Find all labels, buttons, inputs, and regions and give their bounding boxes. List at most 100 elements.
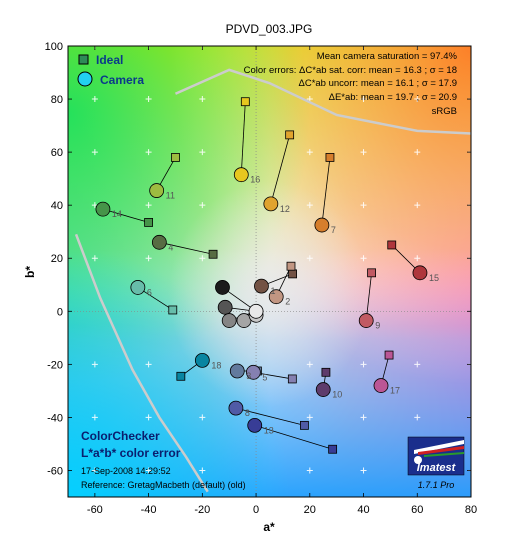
camera-marker-1 — [254, 278, 269, 294]
camera-marker-5 — [245, 364, 261, 380]
ideal-marker-6 — [168, 305, 178, 315]
x-axis-label: a* — [263, 520, 275, 534]
ideal-marker-16 — [240, 97, 250, 107]
error-line-8 — [235, 407, 305, 426]
grid-plus — [91, 255, 98, 262]
grid-plus — [360, 96, 367, 103]
logo-circle-icon — [414, 456, 422, 464]
info-line-delta-e: ΔE*ab: mean = 19.7 ; σ = 20.9 — [329, 92, 457, 103]
imatest-logo: Imatest 1.7.1 Pro — [407, 436, 465, 490]
grid-plus — [91, 414, 98, 421]
grid-plus — [199, 467, 206, 474]
gamut-boundary — [74, 68, 471, 493]
ideal-marker-7 — [325, 153, 335, 162]
camera-marker-neutral-23 — [248, 303, 264, 319]
grid-plus — [414, 149, 421, 156]
gamut-boundary-lower — [74, 233, 209, 493]
ideal-marker-14 — [144, 218, 154, 227]
camera-marker-14 — [95, 201, 111, 217]
grid-plus — [414, 96, 421, 103]
y-tick-label: 100 — [45, 41, 63, 53]
ideal-marker-10 — [321, 367, 331, 377]
grid-plus — [360, 149, 367, 156]
grid-plus — [145, 361, 152, 368]
y-tick-label: -60 — [47, 465, 63, 477]
colorchecker-title: ColorChecker — [81, 429, 160, 443]
camera-markers — [95, 167, 428, 433]
error-line-9 — [365, 272, 372, 321]
grid-plus — [145, 414, 152, 421]
patch-label-16: 16 — [250, 175, 260, 185]
x-tick-label: 20 — [304, 504, 316, 516]
grid-plus — [414, 255, 421, 262]
colorchecker-subtitle: L*a*b* color error — [81, 446, 181, 460]
camera-marker-8 — [228, 400, 244, 416]
patch-label-12: 12 — [280, 204, 290, 214]
logo-version: 1.7.1 Pro — [418, 480, 455, 490]
camera-marker-4 — [151, 234, 167, 250]
patch-label-9: 9 — [375, 321, 380, 331]
camera-marker-18 — [194, 352, 210, 368]
ideal-marker-2 — [286, 261, 296, 271]
grid-plus — [360, 202, 367, 209]
x-tick-label: -20 — [194, 504, 210, 516]
patch-label-5: 5 — [262, 372, 267, 382]
camera-marker-12 — [263, 196, 279, 212]
reference-note: Reference: GretagMacbeth (default) (old) — [81, 480, 246, 490]
grid-plus — [306, 414, 313, 421]
y-tick-label: -40 — [47, 412, 63, 424]
y-tick-label: -20 — [47, 359, 63, 371]
patch-label-13: 13 — [264, 425, 274, 435]
grid-plus — [145, 202, 152, 209]
grid-plus — [91, 467, 98, 474]
camera-marker-3 — [229, 363, 245, 379]
error-line-13 — [254, 424, 333, 450]
patch-label-1: 1 — [270, 286, 275, 296]
camera-marker-9 — [358, 313, 374, 328]
grid-plus — [199, 202, 206, 209]
x-tick-label: 60 — [411, 504, 423, 516]
legend: Ideal Camera — [77, 53, 144, 87]
grid-plus — [306, 255, 313, 262]
patch-label-3: 3 — [246, 371, 251, 381]
colorchecker-caption: ColorChecker L*a*b* color error 17-Sep-2… — [81, 429, 246, 490]
grid-plus — [199, 414, 206, 421]
ideal-marker-1 — [288, 269, 298, 279]
legend-ideal-marker — [78, 54, 89, 65]
grid-plus — [199, 96, 206, 103]
x-axis-ticks: -60 -40 -20 0 20 40 60 80 — [87, 46, 477, 516]
camera-marker-2 — [268, 289, 284, 305]
ideal-marker-15 — [387, 240, 397, 250]
grid-plus — [306, 149, 313, 156]
grid-plus — [91, 361, 98, 368]
info-line-sat-corr: Color errors: ΔC*ab sat. corr: mean = 16… — [244, 65, 457, 76]
grid-plus — [414, 361, 421, 368]
grid-plus — [145, 149, 152, 156]
camera-marker-neutral-18 — [215, 280, 230, 295]
error-line-16 — [240, 101, 246, 175]
y-tick-label: 0 — [57, 306, 63, 318]
grid-plus — [306, 361, 313, 368]
y-axis-label: b* — [23, 266, 37, 278]
ideal-marker-17 — [384, 350, 394, 360]
chart-title: PDVD_003.JPG — [226, 22, 313, 36]
ideal-marker-11 — [171, 153, 180, 162]
x-tick-label: 40 — [357, 504, 369, 516]
ideal-marker-4 — [208, 249, 218, 259]
ideal-marker-13 — [328, 444, 338, 454]
error-line-14 — [102, 208, 149, 223]
grid-plus — [360, 361, 367, 368]
legend-ideal-label: Ideal — [96, 53, 123, 67]
x-tick-label: -40 — [141, 504, 157, 516]
camera-marker-neutral-20 — [221, 313, 237, 328]
grid-plus — [306, 467, 313, 474]
grid-plus — [145, 96, 152, 103]
y-tick-label: 20 — [51, 253, 63, 265]
error-line-12 — [270, 134, 291, 204]
grid-plus — [91, 96, 98, 103]
info-line-saturation: Mean camera saturation = 97.4% — [317, 51, 458, 62]
y-axis-ticks: -60 -40 -20 0 20 40 60 80 100 — [45, 41, 471, 477]
grid-plus — [360, 255, 367, 262]
y-tick-label: 60 — [51, 147, 63, 159]
